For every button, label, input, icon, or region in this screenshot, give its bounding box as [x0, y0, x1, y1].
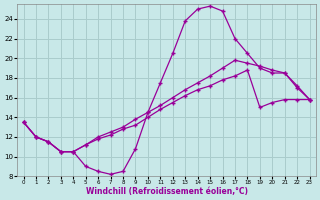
X-axis label: Windchill (Refroidissement éolien,°C): Windchill (Refroidissement éolien,°C) [85, 187, 248, 196]
